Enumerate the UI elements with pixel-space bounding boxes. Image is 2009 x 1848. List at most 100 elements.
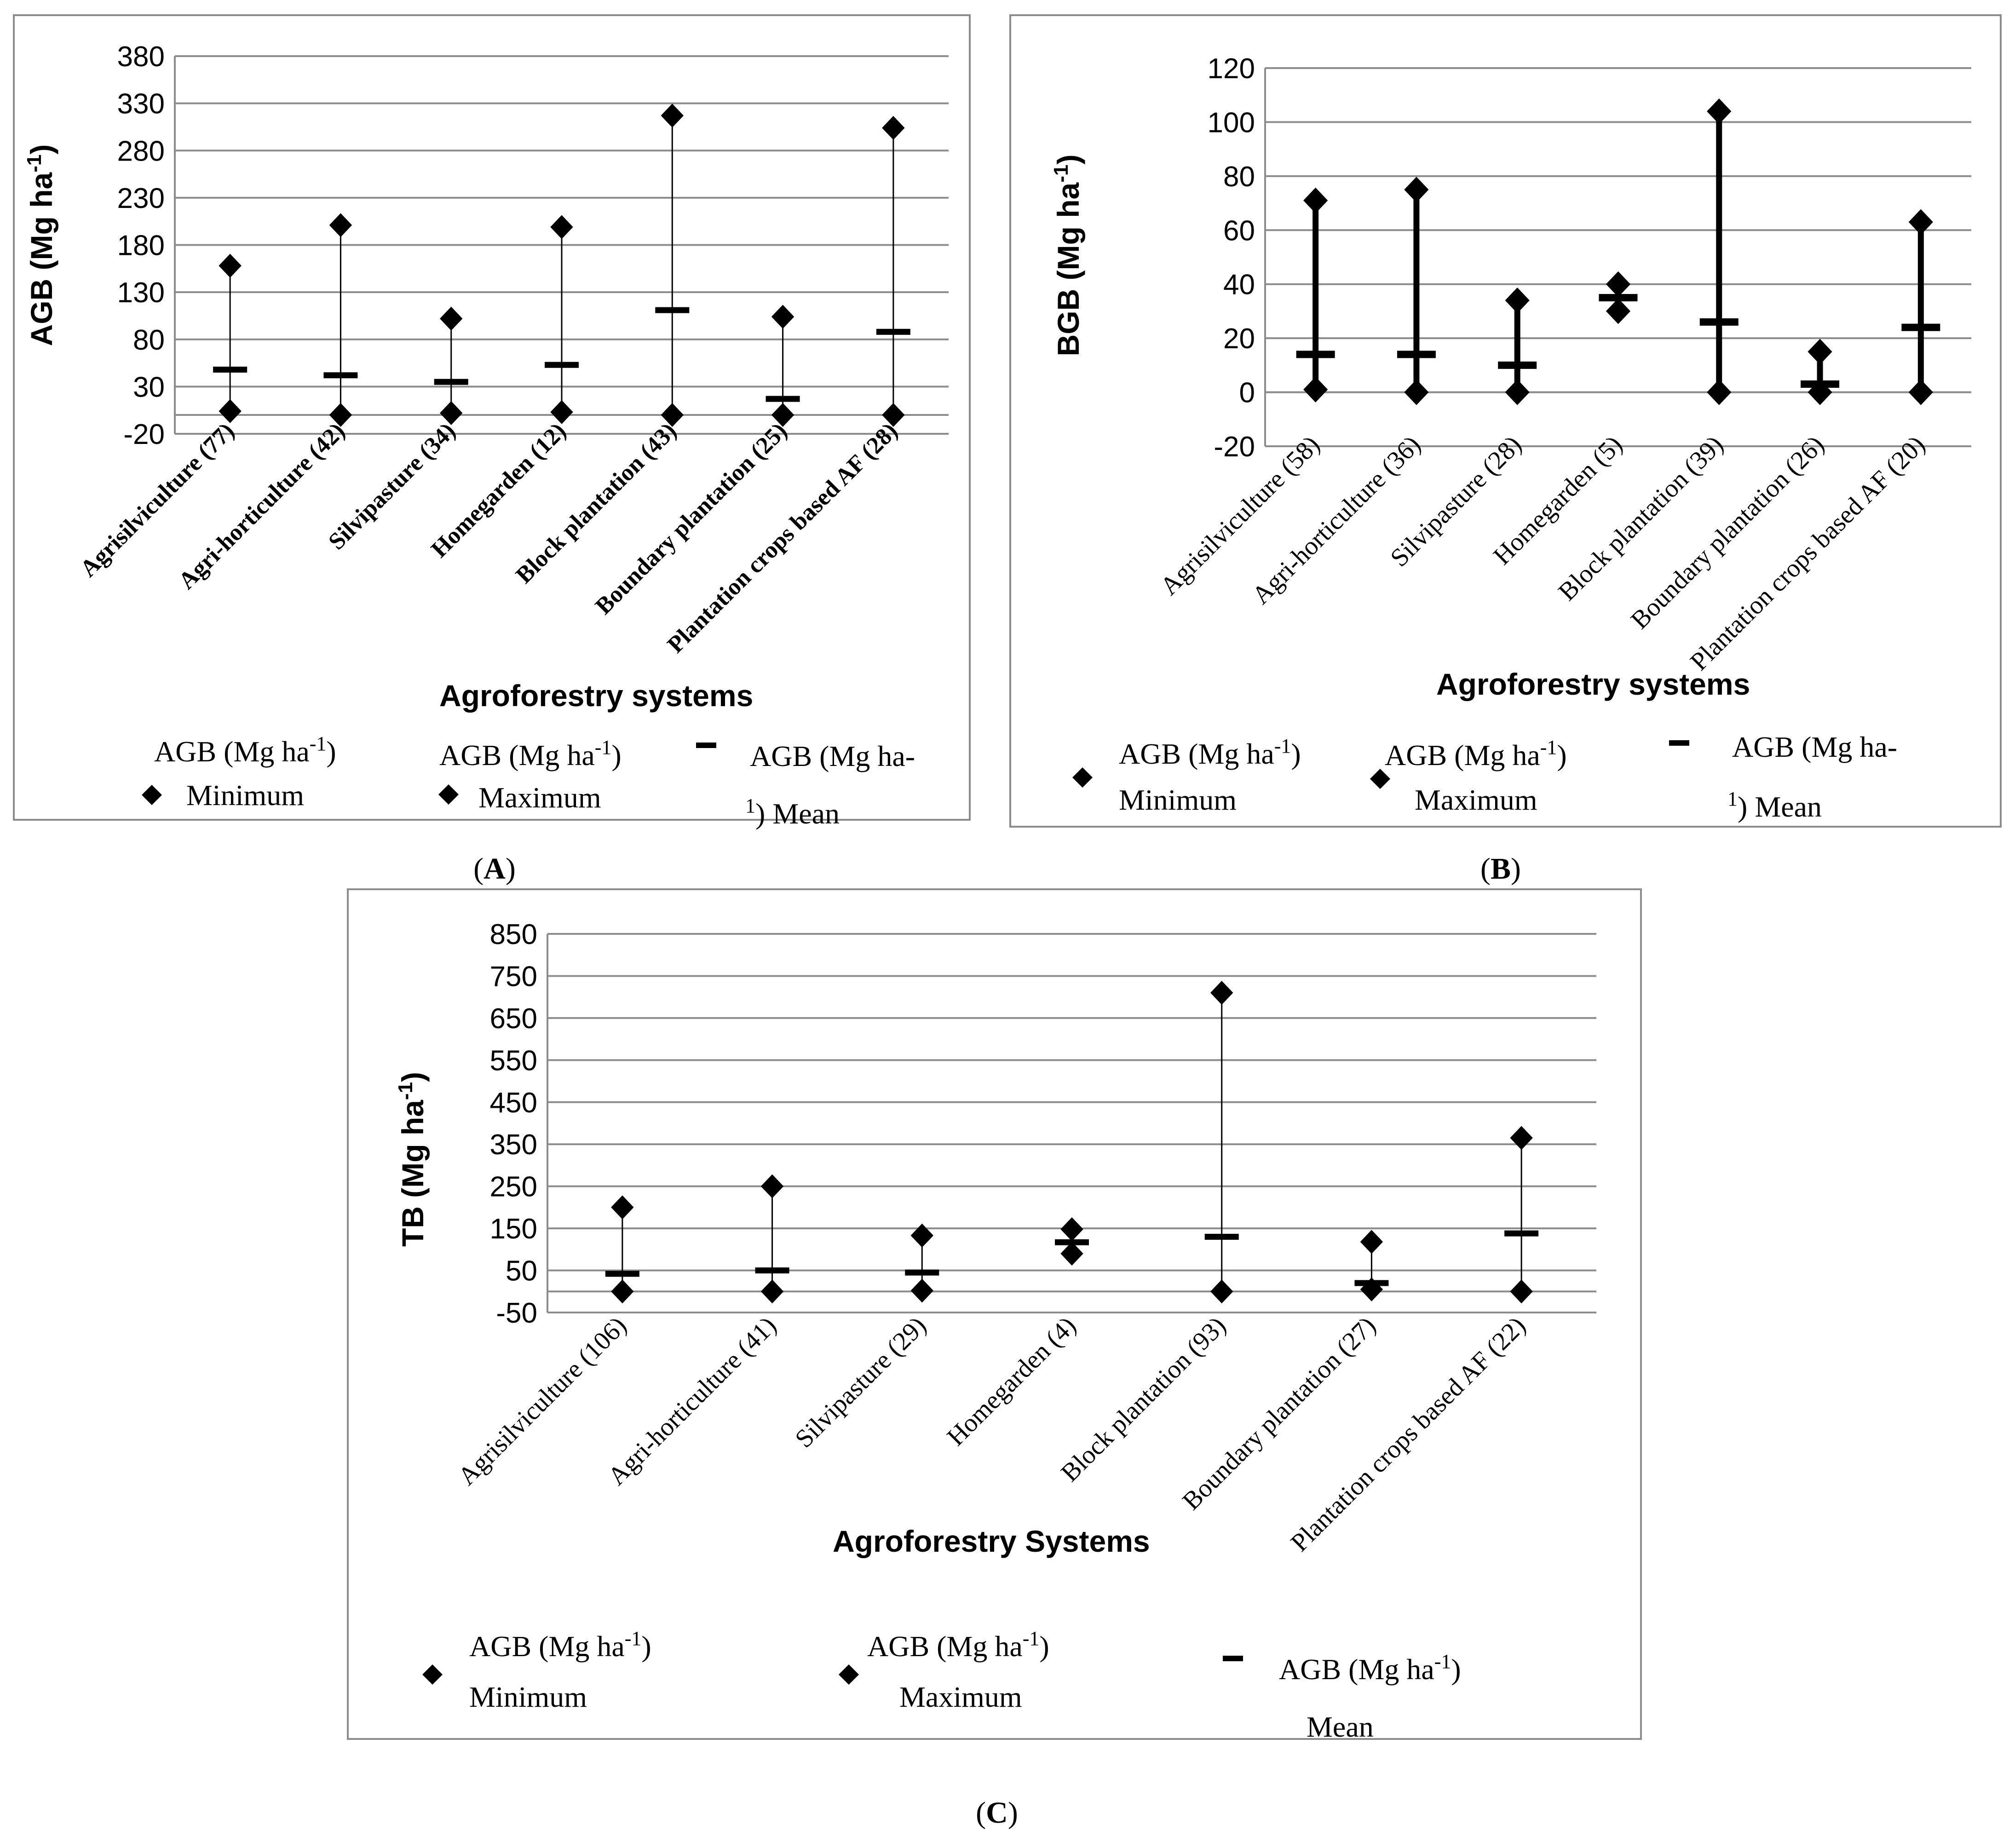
text-part: AGB (Mg ha- [750,740,915,772]
min-marker [771,403,794,427]
x-axis-title: Agroforestry Systems [833,1524,1150,1558]
min-marker [1404,379,1429,405]
min-marker [1505,379,1530,405]
mean-marker [1498,361,1537,369]
min-marker [611,1279,634,1304]
legend-label-line2: Minimum [186,779,304,812]
legend-label: AGB (Mg ha-1) [469,1627,651,1663]
y-tick-label: -20 [1214,431,1255,463]
max-marker [882,115,905,140]
text-part: B [1491,852,1511,886]
x-tick-label: Silvipasture (29) [790,1311,932,1453]
legend-label-line2: Maximum [1415,783,1537,816]
mean-marker [766,396,800,402]
min-marker [550,400,573,424]
x-axis-title: Agroforestry systems [439,679,753,713]
legend-label: AGB (Mg ha-1) [1279,1650,1461,1686]
y-tick-label: 80 [133,324,165,356]
min-marker [440,401,463,425]
x-tick-label: Boundary plantation (26) [1625,430,1830,634]
legend-symbol [1669,740,1689,746]
text-part: -1 [1050,165,1072,183]
x-tick-label: Block plantation (93) [1055,1311,1232,1487]
y-tick-label: 150 [490,1213,537,1245]
legend-symbol [438,784,459,805]
y-tick-label: 850 [490,919,537,950]
text-part: ) Mean [755,797,840,830]
max-marker [771,305,794,329]
text-part: ( [976,1796,986,1830]
text-part: -1 [394,1082,417,1100]
max-marker [1404,177,1429,203]
y-axis-title: TB (Mg ha-1) [394,1072,430,1247]
legend-symbol [422,1664,443,1685]
y-tick-label: 0 [1239,377,1255,409]
max-marker [1808,339,1832,365]
text-part: ) [611,739,621,771]
text-part: ) [641,1630,651,1663]
text-part: -1 [1540,736,1557,759]
legend-label-line2: 1) Mean [745,794,840,830]
mean-marker [545,362,579,368]
max-marker [760,1174,784,1198]
text-part: AGB (Mg ha [24,172,58,346]
mean-marker [1699,318,1738,326]
max-marker [219,253,242,278]
max-marker [1060,1217,1083,1241]
max-marker [1210,981,1233,1005]
mean-marker [605,1271,639,1277]
x-tick-label: Agrisilviculture (106) [453,1311,632,1491]
y-tick-label: 60 [1223,215,1255,247]
mean-marker [323,372,358,379]
x-tick-label: Agri-horticulture (36) [1247,430,1426,610]
text-part: BGB (Mg ha [1051,182,1085,356]
legend-label: AGB (Mg ha-1) [439,736,622,771]
mean-marker [1504,1230,1539,1237]
y-axis-title: AGB (Mg ha-1) [23,144,58,346]
max-marker [661,104,684,128]
mean-marker [1354,1280,1389,1286]
max-marker [1707,98,1732,124]
text-part: ) [1008,1796,1018,1830]
text-part: -1 [1434,1650,1451,1673]
mean-marker [434,379,468,385]
x-axis-title: Agroforestry systems [1436,667,1750,701]
min-marker [661,403,684,427]
text-part: ) [396,1072,430,1082]
max-marker [910,1223,933,1248]
legend-symbol [839,1664,859,1685]
chart-frame [1009,14,2002,828]
min-marker [1510,1279,1533,1304]
legend-label: AGB (Mg ha- [750,740,915,772]
y-tick-label: 130 [117,277,165,309]
text-part: -1 [595,736,612,759]
chart-panel-c: 850 750 650 550 450 350 250 150 50 -50Agrisilvicu… [347,888,1642,1830]
text-part: AGB (Mg ha [867,1630,1023,1663]
min-marker [882,403,905,427]
text-part: ) Mean [1738,790,1822,823]
text-part: AGB (Mg ha [1279,1653,1434,1686]
panel-label: (A) [473,852,516,886]
min-marker [1303,376,1328,403]
y-axis-title: BGB (Mg ha-1) [1050,155,1085,357]
legend-label-line2: Minimum [1119,783,1237,816]
chart-frame [347,888,1642,1740]
legend-label-line2: 1) Mean [1727,788,1822,823]
max-marker [550,215,573,239]
text-part: AGB (Mg ha [439,739,595,771]
y-tick-label: -50 [496,1297,537,1329]
legend-symbol [696,743,716,748]
text-part: ) [24,144,58,155]
x-tick-label: Plantation crops based AF (28) [662,418,903,658]
y-tick-label: 280 [117,135,165,167]
x-tick-label: Plantation crops based AF (22) [1285,1311,1531,1557]
panel-label: (B) [1480,852,1521,886]
max-marker [440,306,463,331]
y-tick-label: 80 [1223,161,1255,193]
y-tick-label: 30 [133,371,165,403]
min-marker [1606,298,1631,324]
text-part: -1 [1023,1627,1040,1650]
mean-marker [876,328,910,335]
max-marker [1505,287,1530,313]
mean-marker [755,1267,789,1274]
